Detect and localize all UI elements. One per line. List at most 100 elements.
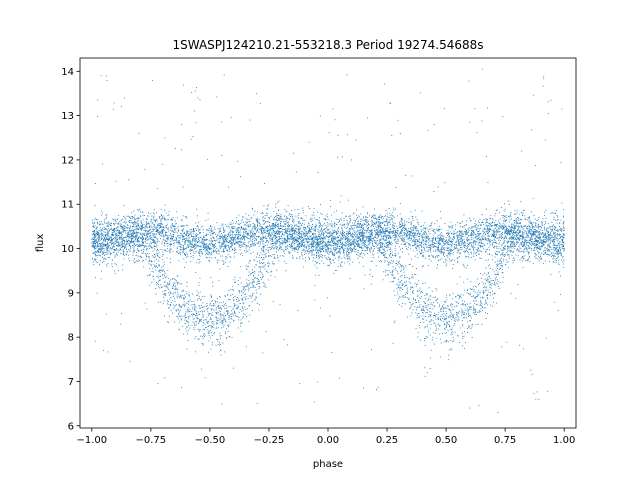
data-point — [228, 246, 230, 248]
data-point — [531, 235, 533, 236]
data-point — [317, 249, 319, 251]
data-point — [317, 230, 319, 232]
data-point — [400, 281, 402, 283]
data-point — [489, 284, 491, 286]
data-point — [223, 263, 225, 265]
data-point — [418, 242, 420, 243]
data-point — [323, 223, 325, 225]
data-point — [159, 287, 161, 289]
data-point — [359, 225, 361, 227]
data-point — [134, 232, 136, 234]
data-point — [240, 253, 241, 255]
data-point — [456, 258, 458, 260]
data-point — [321, 245, 323, 247]
data-point — [129, 244, 131, 246]
data-point — [256, 284, 258, 286]
data-point — [202, 231, 204, 233]
data-point — [323, 245, 325, 247]
data-point — [486, 279, 488, 281]
data-point — [423, 247, 425, 249]
data-point — [133, 224, 135, 226]
data-point — [423, 307, 425, 309]
data-point — [395, 254, 397, 256]
data-point — [147, 245, 149, 247]
data-point — [544, 221, 546, 223]
data-point — [150, 221, 152, 223]
data-point — [236, 228, 238, 230]
data-point — [106, 246, 107, 248]
data-point — [410, 282, 412, 284]
data-point — [377, 243, 379, 245]
data-point — [496, 250, 498, 252]
data-point — [473, 308, 475, 310]
data-point — [327, 232, 328, 234]
data-point — [166, 232, 168, 233]
data-point — [236, 316, 238, 318]
data-point — [131, 216, 133, 217]
data-point — [298, 221, 299, 223]
data-point — [207, 329, 209, 331]
data-point — [451, 306, 453, 308]
data-point — [186, 293, 188, 295]
data-point — [269, 233, 270, 235]
data-point — [170, 291, 172, 293]
data-point — [254, 234, 256, 236]
data-point — [546, 230, 548, 232]
data-point — [255, 232, 256, 234]
data-point — [182, 248, 184, 250]
data-point — [543, 243, 545, 245]
data-point — [473, 232, 475, 234]
data-point — [315, 236, 317, 238]
data-point — [100, 255, 102, 257]
data-point — [219, 315, 221, 317]
data-point — [382, 253, 383, 254]
data-point — [216, 238, 218, 240]
data-point — [508, 250, 510, 252]
data-point — [451, 249, 453, 251]
data-point — [493, 282, 495, 284]
data-point — [117, 249, 119, 251]
data-point — [224, 244, 226, 246]
data-point — [157, 270, 159, 272]
data-point — [388, 221, 390, 223]
data-point — [230, 222, 232, 224]
data-point — [184, 244, 186, 246]
data-point — [224, 351, 226, 353]
data-point — [277, 256, 279, 258]
data-point — [248, 233, 249, 235]
data-point — [255, 239, 257, 241]
data-point — [311, 245, 313, 247]
data-point — [271, 248, 272, 250]
data-point — [319, 235, 320, 237]
data-point — [347, 241, 349, 242]
data-point — [306, 251, 308, 252]
data-point — [456, 283, 458, 285]
data-point — [459, 230, 461, 232]
data-point — [388, 242, 390, 244]
data-point — [259, 243, 261, 245]
data-point — [452, 309, 454, 311]
data-point — [453, 232, 455, 234]
data-point — [247, 225, 249, 227]
data-point — [198, 331, 200, 333]
data-point — [326, 235, 328, 236]
data-point — [326, 258, 328, 260]
data-point — [298, 247, 300, 249]
data-point — [262, 227, 264, 229]
data-point — [425, 238, 427, 240]
data-point — [415, 239, 417, 240]
data-point — [137, 245, 139, 247]
data-point — [300, 235, 302, 237]
data-point — [426, 237, 428, 239]
data-point — [318, 239, 320, 241]
data-point — [105, 251, 107, 253]
data-point — [213, 247, 215, 249]
data-point — [468, 235, 470, 236]
data-point — [109, 251, 111, 253]
data-point — [156, 265, 158, 267]
data-point — [240, 265, 242, 267]
data-point — [320, 212, 322, 214]
data-point — [545, 237, 547, 239]
data-point — [257, 220, 259, 222]
data-point — [454, 323, 456, 325]
